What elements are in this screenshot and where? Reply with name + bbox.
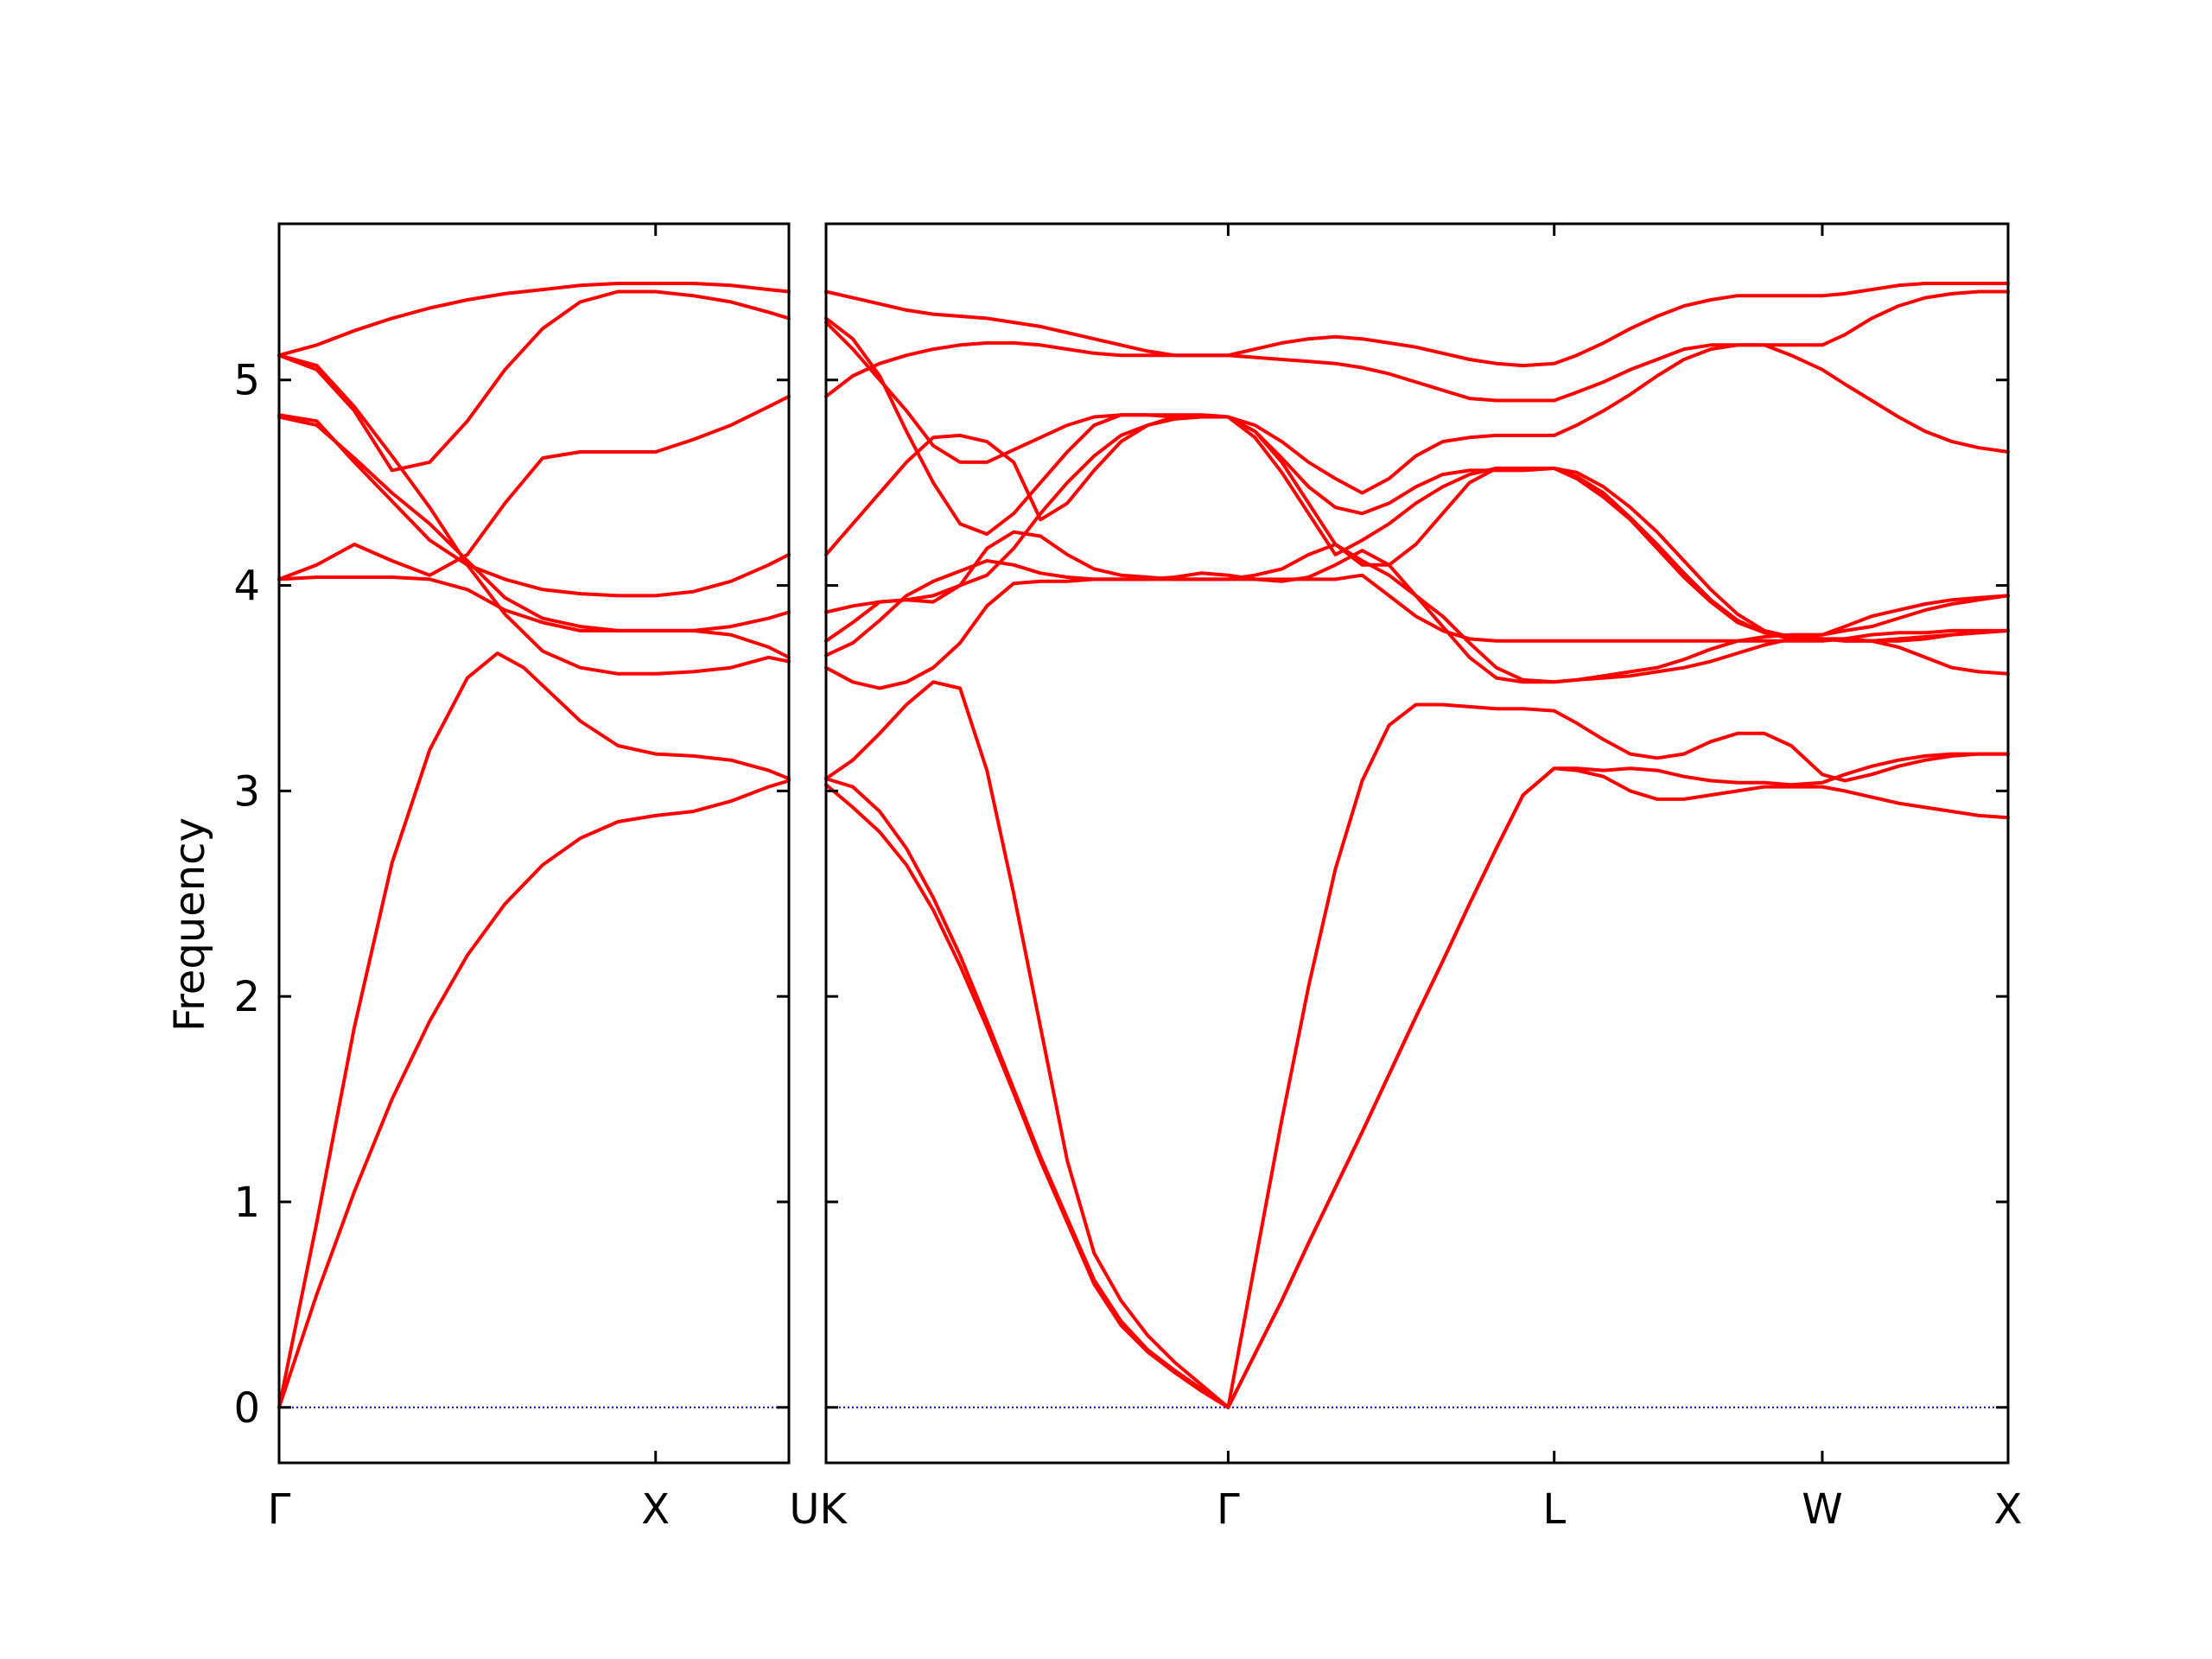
panel-frame — [824, 222, 2010, 1465]
band-line-6 — [277, 415, 791, 659]
band-line-2 — [277, 652, 791, 1409]
band-line-9 — [277, 282, 791, 358]
band-line-10 — [824, 289, 2010, 495]
y-tick-label: 5 — [233, 357, 260, 405]
panel-k-gamma-l-w-x: UK Γ L W X — [789, 222, 2023, 1534]
y-axis-title: Frequency — [166, 817, 214, 1032]
y-tick-label: 4 — [233, 563, 260, 611]
y-tick-label: 1 — [233, 1179, 260, 1227]
y-tick-label: 2 — [233, 973, 260, 1021]
band-line-7 — [277, 353, 791, 676]
y-tick-label: 0 — [233, 1384, 260, 1433]
x-tick-label: X — [641, 1485, 670, 1534]
band-line-3 — [824, 680, 2010, 1409]
band-line-9 — [824, 340, 2010, 454]
panel-frame — [277, 222, 791, 1465]
band-line-6 — [824, 530, 2010, 684]
x-tick-label: Γ — [268, 1485, 291, 1534]
x-tick-label: L — [1542, 1485, 1566, 1534]
band-line-12 — [824, 282, 2010, 368]
band-line-1 — [277, 779, 791, 1409]
band-line-11 — [824, 316, 2010, 643]
panel-gamma-x-u: 0 1 2 3 4 5 Γ X — [233, 222, 791, 1534]
band-line-1 — [824, 766, 2010, 1409]
x-tick-label: Γ — [1217, 1485, 1240, 1534]
band-line-8 — [277, 289, 791, 473]
x-tick-label: X — [1994, 1485, 2023, 1534]
band-line-4 — [824, 573, 2010, 690]
band-line-5 — [277, 413, 791, 598]
x-tick-label: UK — [789, 1485, 848, 1534]
band-line-8 — [824, 413, 2010, 643]
band-line-3 — [277, 575, 791, 632]
band-line-4 — [277, 394, 791, 582]
y-tick-label: 3 — [233, 767, 260, 816]
x-tick-label: W — [1802, 1485, 1842, 1534]
band-line-7 — [824, 415, 2010, 639]
band-line-2 — [824, 752, 2010, 1409]
